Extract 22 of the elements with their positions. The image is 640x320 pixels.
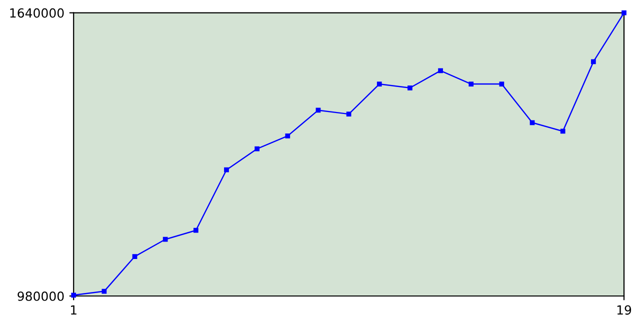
x-tick-label: 1	[70, 305, 76, 315]
point	[376, 82, 382, 86]
point	[132, 254, 138, 259]
point	[530, 120, 535, 126]
point	[193, 228, 198, 233]
point	[590, 59, 596, 64]
x-tick-label: 19	[617, 305, 632, 315]
point	[622, 10, 626, 16]
point	[162, 236, 168, 242]
y-tick-label: 1640000	[10, 8, 64, 18]
point	[254, 146, 260, 152]
point	[316, 108, 321, 113]
point	[499, 82, 504, 86]
point	[560, 128, 566, 134]
point	[438, 68, 443, 74]
point	[408, 85, 412, 90]
y-tick-label: 980000	[18, 291, 64, 301]
point	[468, 82, 474, 86]
point	[102, 288, 107, 294]
point	[346, 112, 352, 116]
point	[224, 167, 229, 172]
point	[285, 134, 290, 138]
